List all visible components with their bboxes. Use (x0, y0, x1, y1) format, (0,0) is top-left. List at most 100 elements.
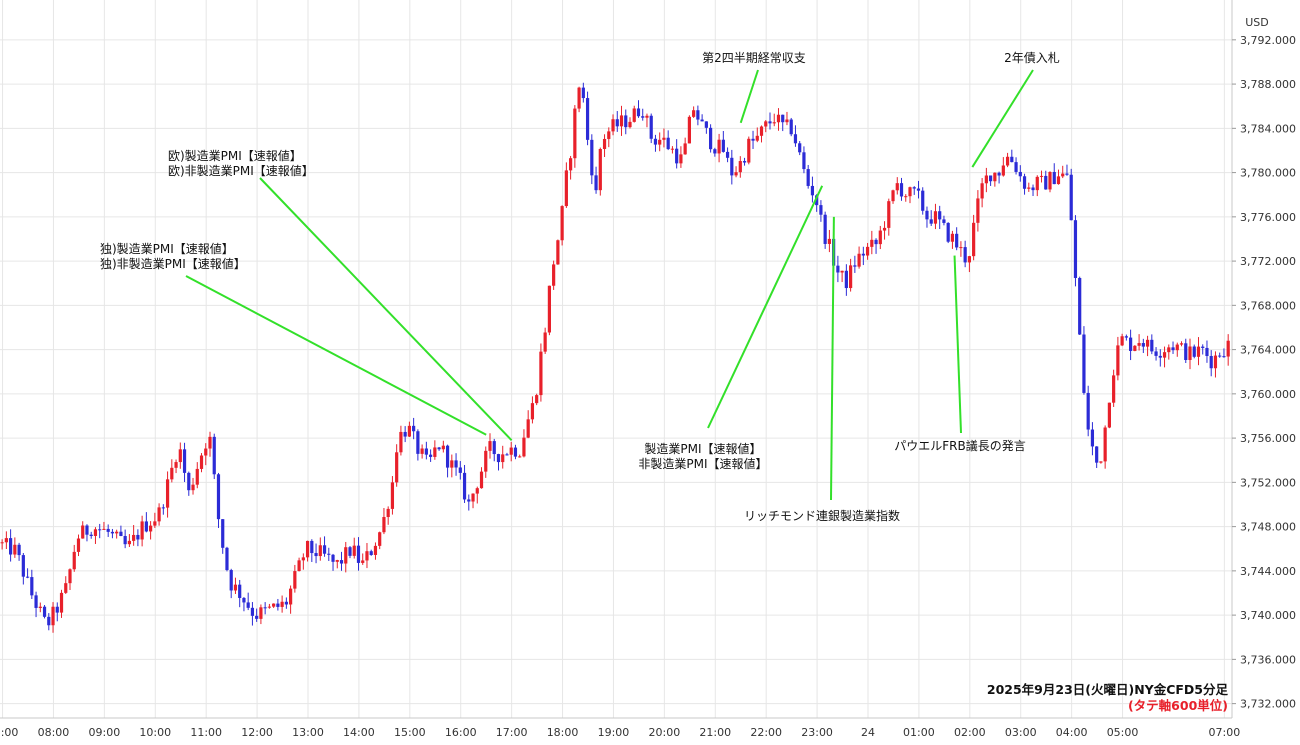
candle-body (721, 139, 725, 152)
candle-body (21, 555, 25, 577)
candle-body (513, 447, 518, 457)
candle-body (632, 108, 636, 122)
candle-body (1069, 174, 1073, 221)
candle-body (458, 467, 462, 473)
candle-body (1120, 336, 1124, 346)
candle-body (445, 445, 450, 468)
candle-body (1218, 355, 1222, 357)
candle-body (17, 544, 21, 556)
candle-body (645, 115, 649, 118)
candle-body (1048, 171, 1052, 190)
candle-body (1027, 187, 1031, 189)
candle-body (853, 265, 857, 267)
candle-body (467, 499, 471, 502)
annotation-label: 製造業PMI【速報値】 (644, 441, 761, 456)
candle-body (929, 219, 933, 224)
time-tick-label: 03:00 (1005, 726, 1037, 739)
candle-body (904, 196, 908, 198)
candle-body (119, 531, 123, 537)
candle-body (878, 230, 882, 245)
candle-body (102, 528, 106, 530)
candle-body (242, 597, 246, 603)
candle-body (93, 529, 98, 536)
candle-body (42, 606, 47, 617)
candle-body (649, 115, 653, 139)
candle-body (301, 557, 305, 561)
candle-body (1209, 356, 1213, 369)
candle-body (594, 175, 598, 191)
candle-body (416, 431, 420, 454)
candle-body (1086, 392, 1090, 430)
candle-body (132, 534, 136, 541)
candle-body (611, 119, 615, 132)
price-tick-label: 3,748.000 (1240, 521, 1296, 534)
candle-body (1061, 173, 1065, 177)
candle-body (1099, 461, 1103, 463)
candle-body (115, 531, 119, 534)
candle-body (1184, 343, 1188, 360)
candle-body (1213, 355, 1218, 369)
candle-body (700, 119, 704, 122)
candle-body (925, 210, 929, 220)
candle-body (806, 169, 810, 186)
candle-body (1078, 277, 1082, 335)
candle-body (980, 183, 984, 199)
candle-body (420, 448, 424, 454)
candle-body (221, 519, 225, 548)
candle-body (407, 425, 411, 437)
candle-body (4, 538, 8, 543)
grid-lines (0, 0, 1232, 718)
candle-body (887, 201, 891, 228)
price-tick-label: 3,752.000 (1240, 476, 1296, 489)
candle-body (675, 148, 679, 164)
candle-body (1129, 337, 1133, 351)
price-tick-label: 3,772.000 (1240, 255, 1296, 268)
candle-body (1035, 176, 1039, 191)
candle-body (212, 436, 216, 475)
time-tick-label: 01:00 (903, 726, 935, 739)
candle-body (1158, 355, 1162, 358)
candle-body (399, 431, 403, 453)
candle-body (1022, 176, 1027, 189)
annotation-label: 独)非製造業PMI【速報値】 (100, 256, 246, 271)
candle-body (518, 456, 522, 458)
candle-body (327, 553, 331, 555)
candle-body (1107, 402, 1111, 428)
candle-body (9, 538, 13, 555)
candle-body (182, 449, 187, 473)
candle-body (891, 190, 895, 202)
candle-body (963, 247, 967, 263)
candle-body (305, 540, 310, 558)
candle-body (1137, 343, 1141, 346)
candle-body (785, 119, 789, 123)
candle-body (1154, 351, 1158, 356)
candle-body (908, 187, 912, 197)
price-axis-panel (1232, 0, 1300, 745)
annotation-label: 第2四半期経常収支 (702, 51, 806, 65)
candle-body (662, 137, 666, 140)
candle-body (47, 616, 51, 626)
candle-body (713, 149, 717, 154)
price-tick-label: 3,740.000 (1240, 609, 1296, 622)
candle-body (670, 148, 675, 150)
candle-body (1145, 339, 1150, 347)
candle-body (636, 108, 641, 117)
candle-body (552, 264, 556, 286)
annotation-label: 欧)非製造業PMI【速報値】 (168, 163, 314, 178)
candle-body (989, 175, 993, 182)
candle-body (1103, 427, 1107, 462)
candle-body (157, 507, 161, 522)
candle-body (110, 531, 115, 534)
candle-body (136, 534, 140, 540)
candle-body (479, 471, 484, 489)
candle-body (496, 454, 501, 463)
candle-body (170, 467, 174, 480)
price-tick-label: 3,732.000 (1240, 698, 1296, 711)
time-tick-label: 07:00 (0, 726, 18, 739)
candle-body (386, 508, 390, 518)
candle-body (25, 576, 30, 578)
candle-body (725, 151, 730, 158)
candle-body (747, 138, 751, 163)
price-tick-label: 3,788.000 (1240, 78, 1296, 91)
candle-body (509, 447, 513, 455)
